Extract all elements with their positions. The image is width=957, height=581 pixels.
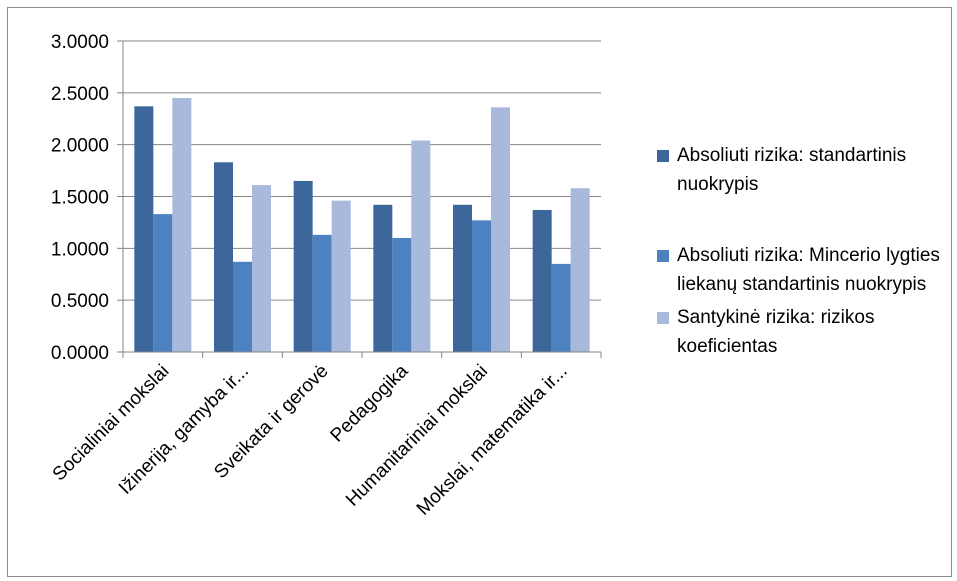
bar-chart: 0.0000 0.5000 1.0000 1.5000 2.0000 2.5000 3.00…: [49, 32, 602, 520]
bar: [411, 140, 431, 352]
y-tick-label: 3.0000: [51, 32, 109, 53]
y-tick-label: 1.0000: [51, 239, 109, 260]
bar: [233, 261, 252, 352]
bar: [153, 214, 173, 352]
legend: Absoliuti rizika: standartinis nuokrypis…: [657, 141, 947, 361]
gridlines: [123, 40, 601, 301]
bar: [331, 200, 351, 352]
bar: [453, 204, 472, 352]
legend-label: Santykinė rizika: rizikos koeficientas: [677, 307, 875, 357]
bar: [172, 98, 192, 353]
x-tick-label: Pedagogika: [327, 360, 413, 446]
y-tick-label: 0.5000: [51, 291, 109, 312]
bar: [551, 263, 571, 352]
legend-item: Absoliuti rizika: standartinis nuokrypis: [657, 141, 947, 199]
legend-swatch: [657, 150, 669, 162]
axes: [117, 40, 602, 358]
bar: [252, 185, 271, 352]
bar: [532, 209, 552, 352]
legend-label: Absoliuti rizika: Mincerio lygties lieka…: [677, 245, 940, 295]
y-tick-label: 0.0000: [51, 343, 109, 364]
chart-frame: 0.0000 0.5000 1.0000 1.5000 2.0000 2.5000 3.00…: [7, 7, 952, 577]
legend-label: Absoliuti rizika: standartinis nuokrypis: [677, 145, 907, 195]
x-tick-label: Ižinerija, gamyba ir...: [115, 361, 253, 499]
bars: [134, 98, 590, 353]
legend-item: Santykinė rizika: rizikos koeficientas: [657, 303, 947, 361]
bar: [472, 220, 491, 352]
y-tick-label: 2.5000: [51, 84, 109, 105]
bar: [293, 180, 313, 352]
bar: [312, 234, 332, 352]
legend-swatch: [657, 250, 669, 262]
y-tick-label: 1.5000: [51, 188, 109, 209]
x-tick-label: Humanitariniai mokslai: [342, 361, 492, 511]
bar: [373, 204, 393, 352]
bar: [214, 162, 233, 352]
legend-item: Absoliuti rizika: Mincerio lygties lieka…: [657, 241, 947, 299]
x-tick-label: Mokslai, matematika ir...: [413, 361, 572, 520]
bar: [491, 107, 510, 352]
y-tick-label: 2.0000: [51, 136, 109, 157]
bar: [134, 106, 154, 352]
bar: [570, 188, 590, 352]
bar: [392, 237, 412, 352]
legend-swatch: [657, 312, 669, 324]
